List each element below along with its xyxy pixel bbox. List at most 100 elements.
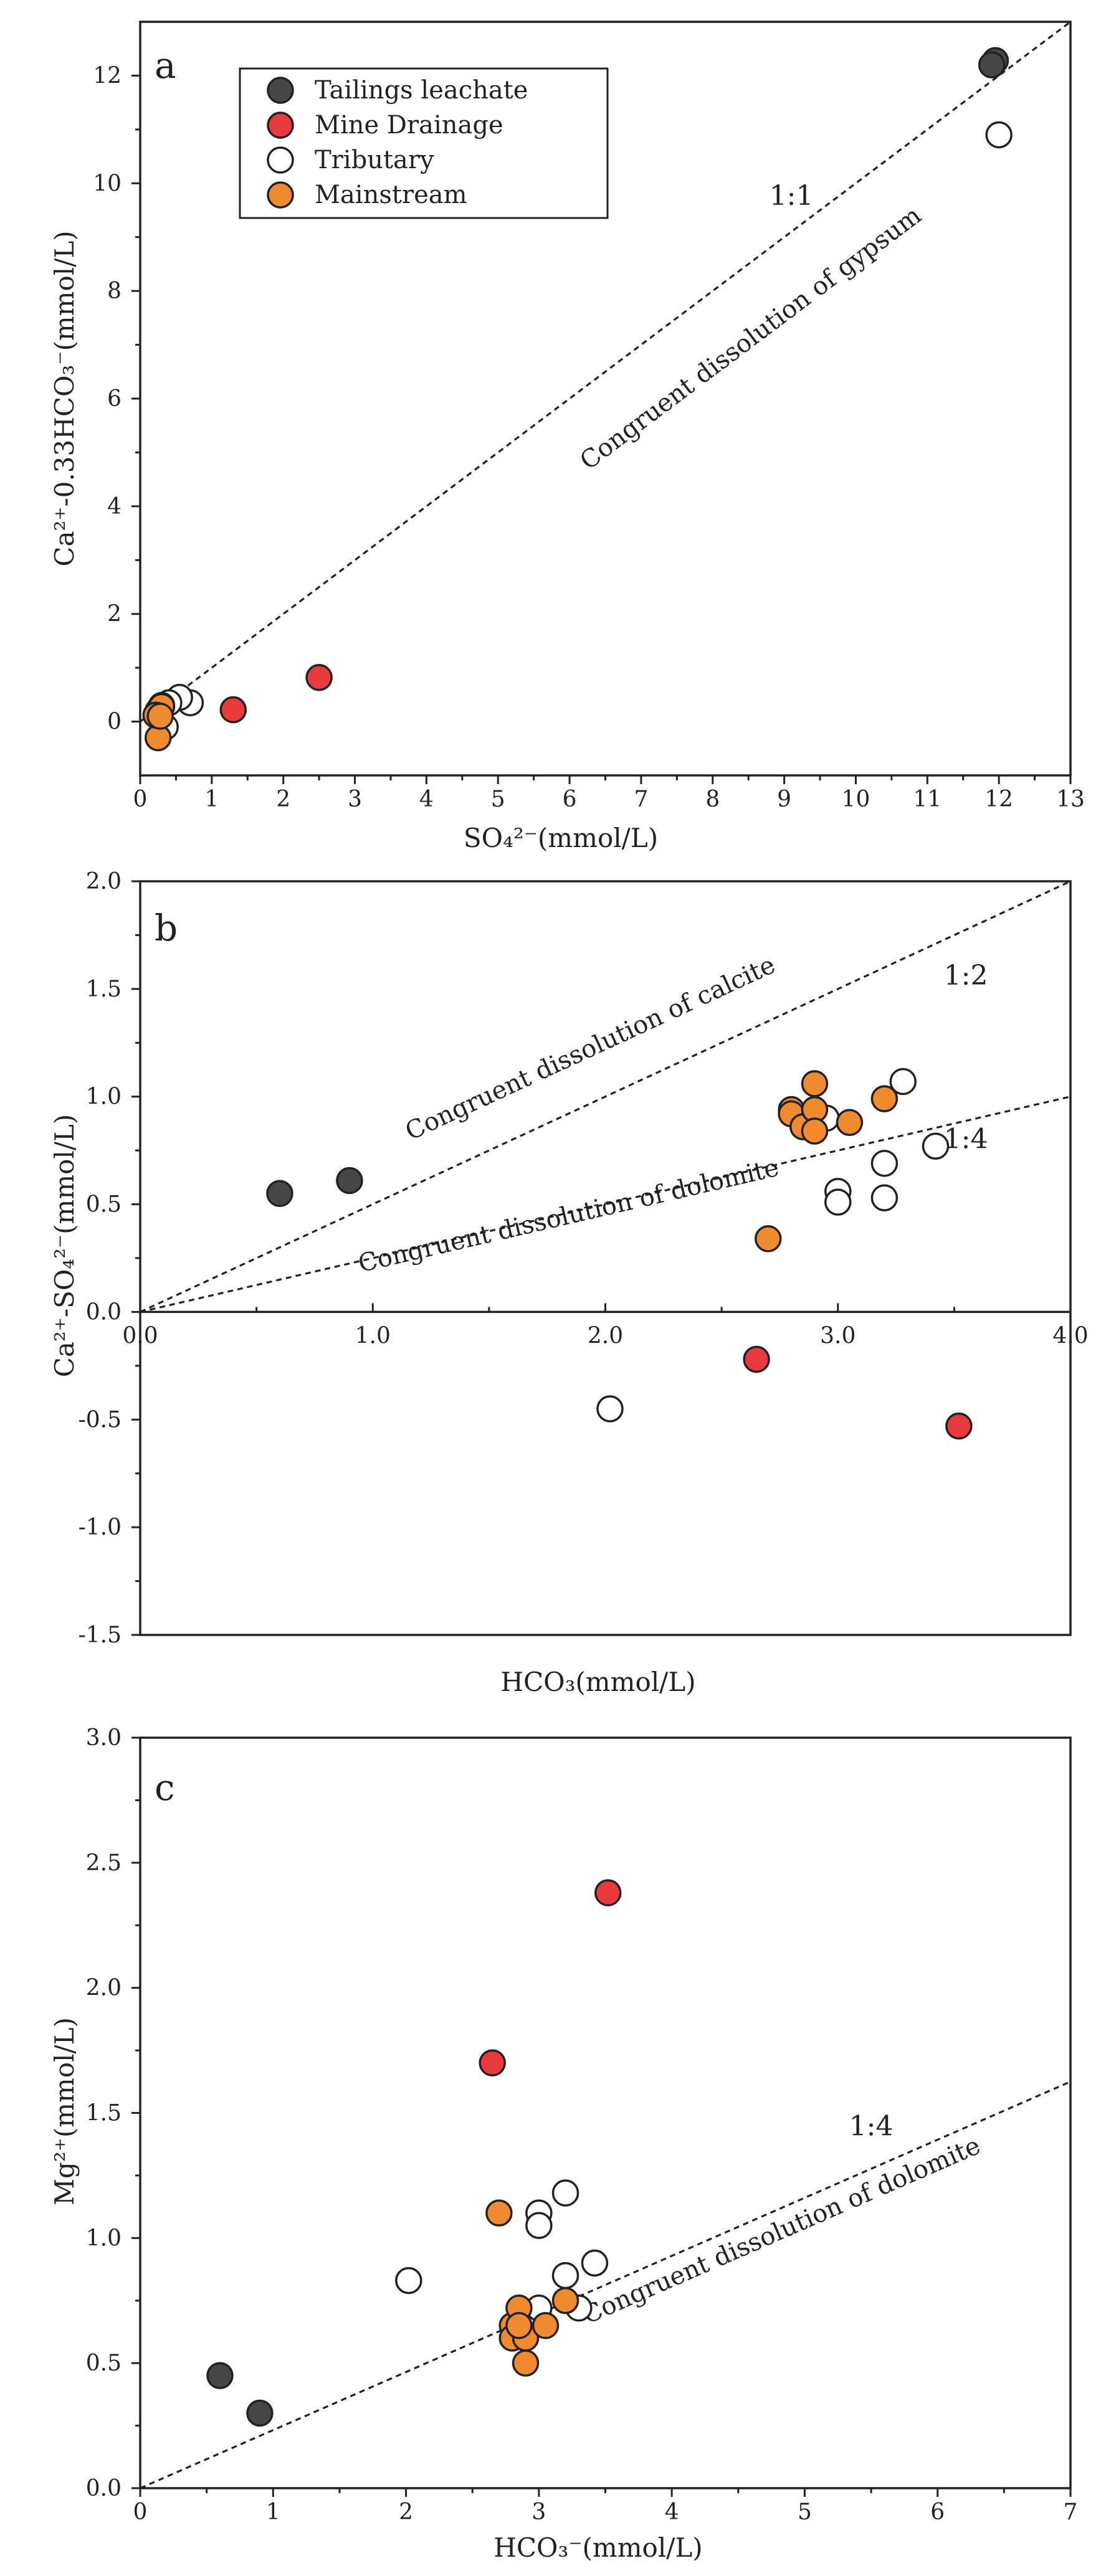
legend-marker-mainstream	[267, 181, 294, 209]
data-point-mine	[945, 1412, 973, 1440]
data-point-tailings	[246, 2399, 274, 2427]
data-point-mainstream	[801, 1117, 829, 1145]
data-point-tributary	[551, 2261, 579, 2290]
series-mine	[743, 1345, 973, 1440]
x-tick-label: 2.0	[588, 1323, 623, 1348]
data-point-mainstream	[836, 1109, 864, 1136]
y-tick-label: -1.5	[79, 1622, 122, 1648]
series-mainstream	[142, 693, 176, 752]
y-tick-label: 2.0	[86, 869, 122, 894]
plot-frame	[139, 880, 1072, 1636]
x-tick-label: 10	[842, 787, 870, 812]
x-tick-label: 12	[984, 787, 1013, 812]
chart-panel-a: 0 1 2 3 4 5 6 7 8 9 10 11 12 13024681012SO₄²⁻(mmol/L)…	[49, 21, 1085, 853]
data-point-tributary	[525, 2212, 553, 2239]
data-point-mainstream	[870, 1085, 899, 1112]
reference-line-label: Congruent dissolution of dolomite	[356, 1153, 782, 1279]
x-tick-label: 0	[133, 787, 148, 812]
reference-line	[140, 2080, 1071, 2489]
y-tick-label: 3.0	[86, 1725, 122, 1751]
x-tick-label: 11	[913, 787, 942, 812]
ratio-label: 1:2	[944, 960, 988, 992]
x-axis-title: SO₄²⁻(mmol/L)	[464, 823, 658, 853]
y-tick-label: -0.5	[79, 1407, 122, 1432]
data-point-mainstream	[801, 1070, 829, 1097]
series-tailings	[206, 2362, 274, 2427]
reference-line	[140, 880, 1071, 1313]
series-mine	[219, 663, 333, 724]
x-tick-label: 6	[930, 2499, 945, 2525]
series-tributary	[596, 1068, 950, 1423]
x-tick-label: 0.0	[122, 1323, 158, 1348]
x-tick-label: 4	[665, 2499, 679, 2525]
data-point-tailings	[978, 51, 1006, 78]
panel-label: b	[155, 907, 178, 949]
data-point-mainstream	[532, 2312, 560, 2339]
data-point-mine	[743, 1345, 770, 1373]
x-axis-title: HCO₃⁻(mmol/L)	[493, 2532, 702, 2563]
x-tick-label: 13	[1056, 787, 1085, 812]
data-point-mainstream	[146, 703, 174, 730]
panel-label: a	[155, 44, 176, 87]
legend-marker-tailings	[267, 77, 294, 104]
y-tick-label: 4	[107, 494, 122, 519]
x-tick-label: 1	[266, 2499, 280, 2525]
x-tick-label: 2	[399, 2499, 413, 2525]
y-tick-label: 2	[107, 602, 122, 627]
y-tick-label: 0.0	[86, 1299, 122, 1325]
series-tailings	[266, 1167, 363, 1208]
data-point-tributary	[922, 1132, 950, 1160]
data-point-tailings	[266, 1180, 293, 1208]
data-point-mainstream	[755, 1225, 782, 1252]
y-tick-label: 12	[93, 63, 122, 88]
x-tick-label: 4.0	[1052, 1323, 1088, 1348]
plot-frame	[139, 1736, 1072, 2489]
x-tick-label: 7	[634, 787, 648, 812]
y-axis-title: Ca²⁺-SO₄²⁻(mmol/L)	[49, 1114, 80, 1378]
x-axis-title: HCO₃(mmol/L)	[500, 1667, 695, 1697]
data-point-tributary	[395, 2266, 422, 2294]
x-tick-label: 3	[348, 787, 362, 812]
y-axis-title: Mg²⁺(mmol/L)	[49, 2017, 80, 2205]
data-point-tailings	[206, 2362, 234, 2389]
y-tick-label: 10	[93, 171, 122, 196]
data-point-tributary	[870, 1150, 899, 1177]
data-point-mine	[594, 1879, 622, 1906]
data-point-tributary	[824, 1188, 852, 1216]
reference-line-label: Congruent dissolution of gypsum	[574, 201, 927, 476]
legend: Tailings leachate Mine Drainage Tributary M…	[239, 67, 609, 219]
series-mainstream	[755, 1070, 899, 1252]
series-mainstream	[485, 2199, 579, 2377]
chart-panel-c: 0 1 2 3 4 5 6 7 0.0 0.5 1.0 1.5 2.0 2.5 3.0 HCO₃⁻(mmol/…	[49, 1725, 1077, 2563]
reference-line	[140, 21, 1071, 722]
data-point-mine	[219, 696, 247, 724]
reference-line-label: Congruent dissolution of calcite	[401, 950, 780, 1146]
legend-label: Tributary	[315, 146, 434, 174]
series-tailings	[978, 47, 1009, 78]
x-tick-label: 7	[1064, 2499, 1078, 2525]
y-tick-label: 2.0	[86, 1976, 122, 2001]
y-tick-label: 6	[107, 386, 122, 412]
y-tick-label: 1.0	[86, 2225, 122, 2251]
data-point-mainstream	[551, 2287, 579, 2314]
legend-box	[239, 67, 609, 219]
legend-marker-tributary	[267, 146, 294, 174]
y-tick-label: 1.5	[86, 977, 122, 1002]
data-point-mine	[305, 663, 333, 691]
y-tick-label: 0.5	[86, 1192, 122, 1218]
series-mine	[479, 1879, 622, 2076]
data-point-tributary	[985, 121, 1013, 149]
data-point-tributary	[889, 1068, 917, 1096]
y-tick-label: 1.5	[86, 2101, 122, 2126]
y-tick-label: 0.0	[86, 2476, 122, 2501]
legend-marker-mine	[267, 111, 294, 139]
x-tick-label: 2	[276, 787, 290, 812]
chart-panel-b: 0.0 1.0 2.0 3.0 4.0 -1.5 -1.0 -0.5 0.0 0.5 1.0 1.5 2…	[49, 869, 1089, 1697]
y-tick-label: 0	[107, 709, 122, 735]
data-point-tributary	[596, 1395, 624, 1423]
legend-label: Tailings leachate	[315, 76, 528, 105]
x-tick-label: 3	[532, 2499, 546, 2525]
data-point-mine	[479, 2049, 506, 2076]
x-tick-label: 5	[491, 787, 505, 812]
